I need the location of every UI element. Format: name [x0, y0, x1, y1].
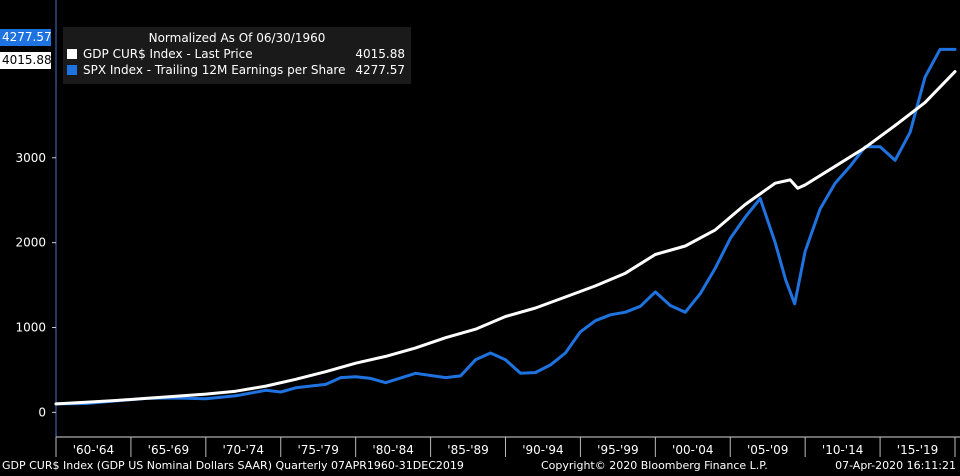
- x-tick-label: '75-'79: [297, 443, 338, 457]
- legend-item-spx: SPX Index - Trailing 12M Earnings per Sh…: [63, 62, 411, 78]
- spx-swatch: [67, 65, 77, 75]
- footer-copyright: Copyright© 2020 Bloomberg Finance L.P.: [541, 459, 768, 472]
- gdp-swatch: [67, 49, 77, 59]
- x-tick-label: '95-'99: [597, 443, 638, 457]
- x-tick-label: '60-'64: [73, 443, 114, 457]
- gdp-series-line: [54, 70, 957, 406]
- legend-item-gdp: GDP CUR$ Index - Last Price 4015.88: [63, 46, 411, 62]
- footer-description: GDP CUR$ Index (GDP US Nominal Dollars S…: [2, 459, 464, 472]
- x-tick-label: '10-'14: [822, 443, 863, 457]
- x-tick-label: '90-'94: [522, 443, 563, 457]
- y-tick-label: 0: [38, 405, 46, 419]
- x-tick-label: '05-'09: [747, 443, 788, 457]
- x-tick-label: '15-'19: [897, 443, 938, 457]
- legend-value: 4277.57: [355, 63, 405, 77]
- x-tick-label: '65-'69: [148, 443, 189, 457]
- footer-timestamp: 07-Apr-2020 16:11:21: [835, 459, 956, 472]
- x-tick-label: '00-'04: [672, 443, 713, 457]
- y-tick-label: 1000: [15, 321, 46, 335]
- chart-series: [54, 47, 957, 406]
- legend-label: SPX Index - Trailing 12M Earnings per Sh…: [83, 63, 346, 77]
- x-tick-label: '70-'74: [223, 443, 264, 457]
- y-tick-label: 3000: [15, 151, 46, 165]
- y-tick-label: 2000: [15, 236, 46, 250]
- spx-last-value-tag: 4277.57: [0, 29, 52, 46]
- x-tick-label: '80-'84: [372, 443, 413, 457]
- legend-value: 4015.88: [355, 47, 405, 61]
- legend-title: Normalized As Of 06/30/1960: [148, 31, 326, 45]
- chart-axes: 0 1000 2000 3000 '60-'64 '65-'69 '70-'74 '75-'7…: [15, 0, 960, 457]
- spx-series-line: [54, 47, 957, 406]
- legend-label: GDP CUR$ Index - Last Price: [83, 47, 253, 61]
- x-tick-label: '85-'89: [447, 443, 488, 457]
- chart-legend: Normalized As Of 06/30/1960 GDP CUR$ Ind…: [63, 27, 411, 84]
- gdp-last-value-tag: 4015.88: [0, 52, 52, 69]
